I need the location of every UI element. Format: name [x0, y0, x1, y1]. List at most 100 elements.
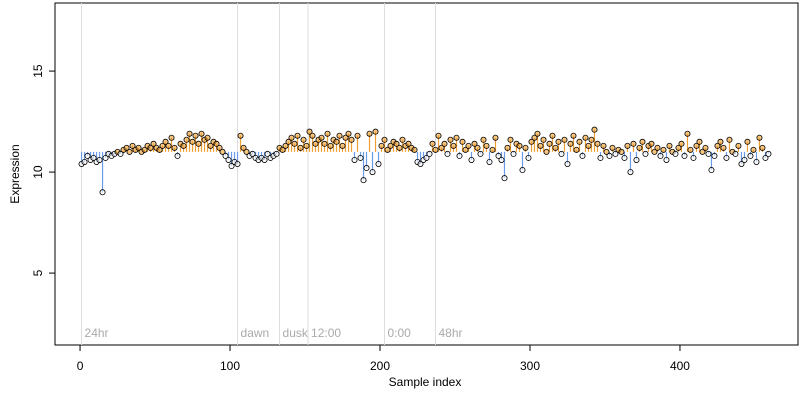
point: [249, 150, 256, 157]
point: [219, 148, 226, 155]
point: [618, 148, 625, 155]
x-axis-label: Sample index: [389, 375, 462, 389]
point: [582, 134, 589, 141]
point: [648, 140, 655, 147]
point: [273, 150, 280, 157]
point: [369, 169, 376, 176]
point: [429, 140, 436, 147]
point: [639, 138, 646, 145]
point: [204, 134, 211, 141]
point: [600, 142, 607, 149]
point: [312, 140, 319, 147]
point: [441, 140, 448, 147]
point: [318, 134, 325, 141]
y-axis-label: Expression: [8, 144, 22, 203]
point: [576, 138, 583, 145]
point: [627, 169, 634, 176]
point: [540, 136, 547, 143]
point: [672, 150, 679, 157]
marker-label: 48hr: [438, 326, 462, 340]
point: [243, 148, 250, 155]
point: [222, 152, 229, 159]
point: [579, 152, 586, 159]
point: [447, 136, 454, 143]
point: [432, 146, 439, 153]
point: [510, 150, 517, 157]
point: [345, 130, 352, 137]
marker-label: dawn: [241, 326, 270, 340]
point: [396, 144, 403, 151]
point: [567, 140, 574, 147]
point: [399, 136, 406, 143]
point: [663, 156, 670, 163]
point: [288, 134, 295, 141]
point: [717, 138, 724, 145]
point: [723, 154, 730, 161]
point: [96, 156, 103, 163]
point: [699, 148, 706, 155]
point: [444, 150, 451, 157]
point: [471, 140, 478, 147]
point: [690, 154, 697, 161]
point: [621, 154, 628, 161]
point: [603, 148, 610, 155]
point: [558, 150, 565, 157]
point: [750, 146, 757, 153]
point: [489, 146, 496, 153]
point: [477, 150, 484, 157]
point: [507, 136, 514, 143]
point: [456, 152, 463, 159]
point: [501, 175, 508, 182]
point: [762, 154, 769, 161]
point: [702, 144, 709, 151]
point: [687, 146, 694, 153]
point: [342, 134, 349, 141]
point: [198, 130, 205, 137]
point: [534, 130, 541, 137]
point: [504, 144, 511, 151]
point: [237, 132, 244, 139]
point: [678, 140, 685, 147]
point: [294, 132, 301, 139]
point: [348, 136, 355, 143]
point: [309, 132, 316, 139]
point: [675, 144, 682, 151]
point: [543, 148, 550, 155]
point: [102, 154, 109, 161]
point: [660, 146, 667, 153]
point: [606, 152, 613, 159]
point: [483, 142, 490, 149]
point: [522, 144, 529, 151]
point: [360, 177, 367, 184]
point: [654, 144, 661, 151]
point: [183, 136, 190, 143]
y-tick-label: 10: [31, 165, 45, 179]
point: [186, 130, 193, 137]
point: [630, 140, 637, 147]
point: [585, 142, 592, 149]
x-tick-label: 100: [220, 359, 240, 373]
point: [189, 138, 196, 145]
point: [147, 144, 154, 151]
point: [117, 150, 124, 157]
point: [84, 152, 91, 159]
point: [126, 148, 133, 155]
point: [450, 142, 457, 149]
point: [129, 142, 136, 149]
x-tick-label: 400: [670, 359, 690, 373]
point: [81, 158, 88, 165]
point: [609, 144, 616, 151]
point: [336, 132, 343, 139]
point: [306, 128, 313, 135]
point: [744, 138, 751, 145]
point: [384, 146, 391, 153]
point: [282, 142, 289, 149]
point: [180, 142, 187, 149]
point: [462, 146, 469, 153]
point: [240, 144, 247, 151]
point: [435, 132, 442, 139]
point: [453, 134, 460, 141]
point: [333, 138, 340, 145]
point: [741, 156, 748, 163]
point: [165, 142, 172, 149]
